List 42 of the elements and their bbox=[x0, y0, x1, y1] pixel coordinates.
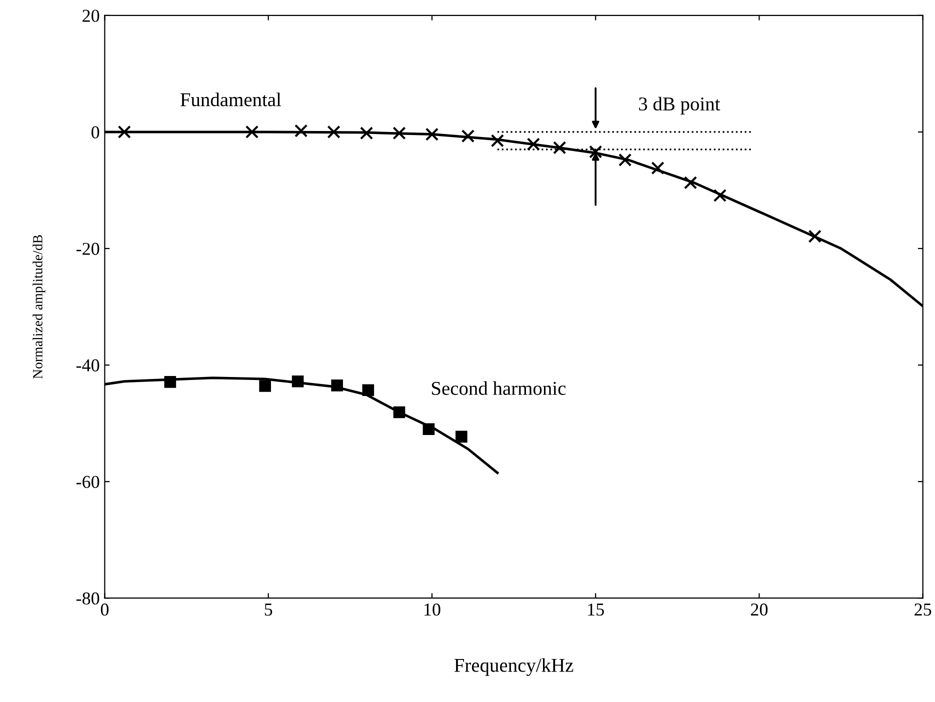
point bbox=[456, 430, 468, 443]
x-tick-label: 20 bbox=[750, 603, 768, 616]
point bbox=[490, 134, 504, 148]
point bbox=[651, 162, 664, 175]
point bbox=[422, 423, 435, 436]
point bbox=[461, 129, 475, 143]
point bbox=[362, 384, 374, 396]
point bbox=[552, 141, 566, 154]
point bbox=[526, 138, 540, 151]
point bbox=[164, 376, 176, 388]
x-tick-label: 10 bbox=[424, 603, 440, 616]
y-tick-label: 0 bbox=[92, 126, 100, 138]
annotation: 3 dB point bbox=[639, 96, 720, 114]
point bbox=[259, 380, 271, 392]
point bbox=[292, 375, 304, 388]
series-label: Fundamental bbox=[180, 92, 282, 106]
y-axis-title: Normalized amplitude/dB bbox=[32, 235, 46, 379]
point bbox=[118, 125, 131, 139]
series-label: Second harmonic bbox=[432, 381, 566, 395]
x-tick-label: 0 bbox=[100, 603, 109, 616]
y-tick-label: -60 bbox=[76, 476, 100, 488]
point bbox=[808, 230, 822, 243]
point bbox=[684, 176, 698, 190]
point bbox=[360, 126, 374, 140]
y-tick-label: -80 bbox=[76, 592, 100, 605]
x-tick-label: 15 bbox=[588, 604, 604, 616]
x-axis-title: Frequency/kHz bbox=[454, 658, 574, 676]
y-tick-label: 20 bbox=[82, 10, 100, 22]
point bbox=[618, 153, 632, 167]
point bbox=[392, 126, 406, 140]
x-tick-label: 25 bbox=[914, 604, 932, 616]
point bbox=[393, 406, 406, 418]
point bbox=[245, 125, 259, 139]
point bbox=[331, 380, 343, 392]
point bbox=[588, 145, 602, 158]
x-tick-label: 5 bbox=[264, 604, 272, 616]
y-tick-label: -40 bbox=[76, 359, 100, 372]
y-tick-label: -20 bbox=[76, 242, 100, 255]
point bbox=[425, 128, 439, 141]
point bbox=[713, 188, 727, 202]
point bbox=[294, 124, 308, 138]
point bbox=[327, 125, 340, 139]
